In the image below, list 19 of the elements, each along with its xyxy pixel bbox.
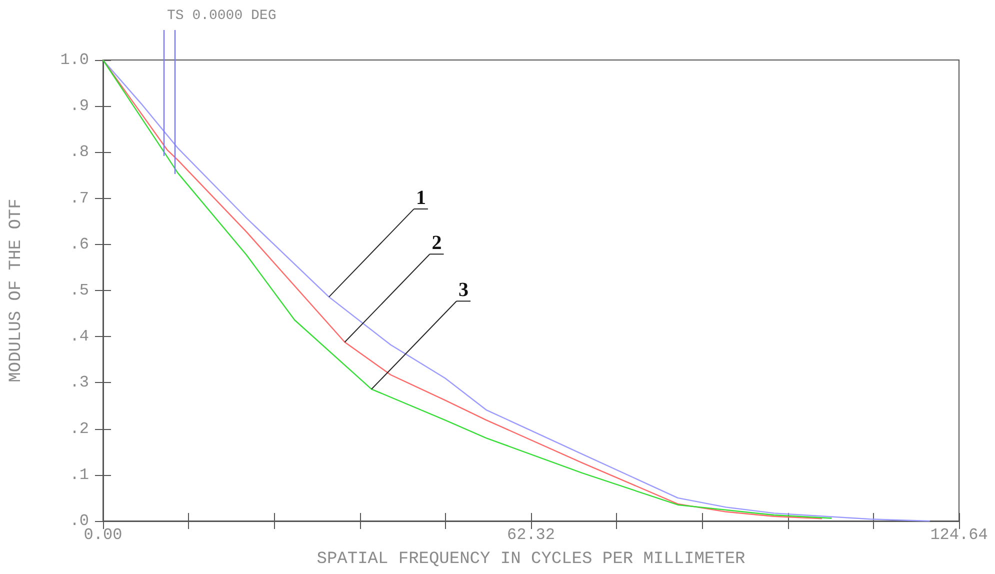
x-tick-label: 62.32	[506, 526, 556, 544]
x-tick-label: 0.00	[84, 526, 122, 544]
annotation: 3	[458, 279, 469, 302]
y-tick-label: .7	[70, 189, 89, 208]
chart-title: TS 0.0000 DEG	[167, 8, 276, 24]
x-axis-title: SPATIAL FREQUENCY IN CYCLES PER MILLIMETER	[316, 550, 746, 569]
y-tick-label: .1	[70, 466, 89, 484]
annotation: 2	[432, 232, 442, 254]
y-tick-label: .6	[70, 235, 89, 254]
y-tick-label: .4	[70, 328, 89, 346]
y-tick-label: .9	[70, 97, 89, 116]
annotation: 1	[416, 186, 426, 209]
y-tick-label: 1.0	[60, 51, 89, 69]
y-tick-label: .5	[70, 282, 89, 300]
y-axis-title: MODULUS OF THE OTF	[7, 198, 26, 382]
x-tick-label: 124.64	[930, 526, 988, 544]
y-tick-label: .2	[70, 420, 89, 438]
y-tick-label: .8	[70, 143, 89, 162]
y-tick-label: .3	[70, 374, 89, 392]
